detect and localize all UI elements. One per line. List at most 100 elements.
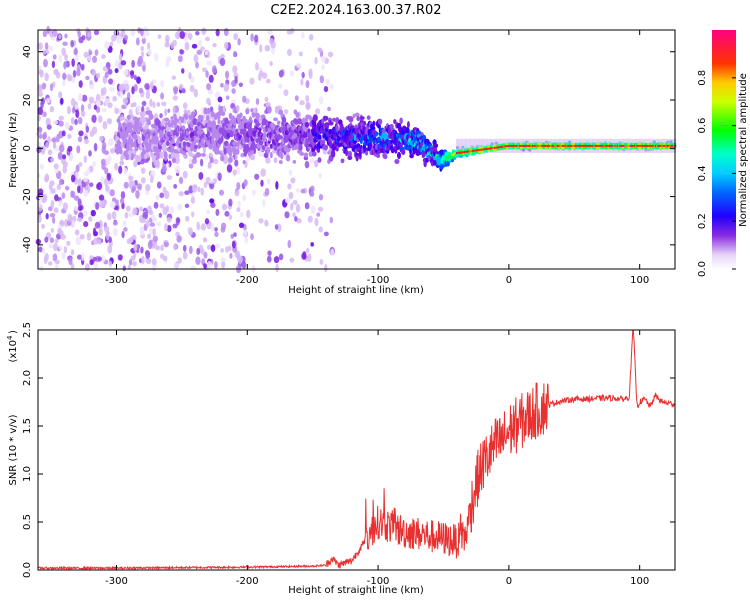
y-tick-label: -20 — [22, 188, 33, 204]
spectrogram-cell — [236, 148, 240, 155]
spectrogram-cell — [188, 245, 193, 255]
spectrogram-cell — [44, 236, 49, 243]
spectrogram-cell — [242, 194, 246, 202]
spectrogram-cell — [233, 232, 237, 237]
spectrogram-cell — [200, 248, 205, 255]
spectrogram-cell — [114, 107, 120, 115]
spectrogram-band-peak — [663, 144, 666, 147]
spectrogram-cell — [260, 125, 264, 130]
spectrogram-cell — [163, 151, 168, 159]
spectrogram-band-peak — [633, 144, 636, 147]
spectrogram-band-peak — [585, 144, 588, 147]
spectrogram-cell — [206, 130, 211, 138]
spectrogram-cell — [73, 195, 80, 201]
spectrogram-cell — [75, 109, 80, 119]
spectrogram-cell — [48, 184, 53, 190]
spectrogram-band-peak — [593, 144, 596, 147]
spectrogram-cell — [121, 230, 125, 239]
spectrogram-band-peak — [624, 144, 627, 147]
spectrogram-cell — [452, 149, 457, 154]
y-tick-label: 2.0 — [22, 370, 33, 386]
spectrogram-cell — [236, 104, 240, 112]
spectrogram-cell — [184, 190, 190, 196]
spectrogram-cell — [215, 28, 220, 37]
spectrogram-cell — [77, 185, 81, 194]
spectrogram-cell — [151, 264, 157, 272]
spectrogram-cell — [49, 212, 56, 218]
spectrogram-cell — [118, 165, 123, 174]
spectrogram-band-peak — [537, 144, 539, 147]
spectrogram-cell — [139, 206, 143, 212]
spectrogram-cell — [142, 65, 146, 72]
spectrogram-band-peak — [483, 148, 486, 151]
spectrogram-cell — [206, 244, 212, 250]
spectrogram-halo — [474, 138, 477, 153]
spectrogram-cell — [159, 151, 164, 159]
spectrogram-band-peak — [530, 144, 533, 147]
spectrogram-cell — [189, 84, 195, 93]
spectrogram-cell — [159, 113, 163, 119]
spectrogram-band-peak — [529, 144, 532, 147]
snr-frame — [37, 329, 676, 571]
spectrogram-cell — [86, 167, 91, 175]
spectrogram-cell — [74, 229, 80, 236]
spectrogram-cell — [249, 154, 256, 161]
spectrogram-cell — [232, 169, 237, 176]
spectrogram-cell — [221, 260, 226, 269]
spectrogram-cell — [241, 120, 245, 126]
spectrogram-cell — [151, 258, 157, 266]
spectrogram-halo — [478, 138, 480, 153]
spectrogram-cell — [269, 37, 274, 45]
spectrogram-cell — [174, 153, 180, 158]
spectrogram-cell — [173, 183, 178, 189]
spectrogram-cell — [197, 152, 202, 158]
spectrogram-cell — [191, 211, 195, 218]
spectrogram-cell — [85, 75, 90, 81]
spectrogram-band-peak — [626, 144, 628, 147]
spectrogram-band-peak — [591, 144, 594, 147]
spectrogram-cell — [223, 83, 230, 92]
spectrogram-cell — [122, 220, 127, 227]
spectrogram-cell — [70, 262, 75, 270]
spectrogram-cell — [53, 207, 59, 214]
spectrogram-band-peak — [462, 151, 465, 154]
spectrogram-xlabel: Height of straight line (km) — [288, 285, 424, 296]
spectrogram-band-peak — [512, 144, 515, 147]
spectrogram-band-peak — [455, 152, 458, 155]
spectrogram-cell — [319, 75, 324, 84]
spectrogram-cell — [50, 199, 55, 209]
spectrogram-cell — [141, 256, 145, 265]
x-tick-label: -200 — [236, 576, 259, 587]
spectrogram-cell — [218, 189, 225, 196]
spectrogram-cell — [131, 59, 135, 68]
spectrogram-cell — [193, 155, 197, 161]
spectrogram-cell — [76, 254, 83, 260]
spectrogram-cell — [273, 157, 278, 163]
spectrogram-cell — [298, 144, 303, 151]
spectrogram-cell — [202, 237, 208, 243]
spectrogram-cell — [145, 258, 152, 265]
spectrogram-cell — [225, 95, 230, 100]
spectrogram-cell — [202, 147, 206, 154]
spectrogram-cell — [229, 150, 232, 158]
spectrogram-cell — [75, 170, 79, 179]
spectrogram-band-peak — [607, 144, 610, 147]
spectrogram-cell — [122, 97, 129, 105]
x-tick-label: -100 — [367, 275, 390, 286]
spectrogram-cell — [149, 81, 154, 90]
spectrogram-cell — [103, 225, 110, 233]
spectrogram-cell — [109, 41, 114, 47]
spectrogram-cell — [58, 200, 63, 207]
spectrogram-cell — [298, 51, 303, 57]
spectrogram-cell — [145, 184, 151, 192]
spectrogram-cell — [178, 191, 184, 197]
x-tick-label: -300 — [105, 275, 128, 286]
spectrogram-cell — [80, 104, 85, 113]
x-tick-label: -100 — [367, 576, 390, 587]
spectrogram-cell — [124, 83, 130, 92]
spectrogram-cell — [381, 128, 387, 134]
spectrogram-cell — [137, 138, 142, 144]
spectrogram-cell — [238, 82, 243, 88]
colorbar-ticks: 0.0 0.2 0.4 0.6 0.8 — [697, 70, 736, 277]
